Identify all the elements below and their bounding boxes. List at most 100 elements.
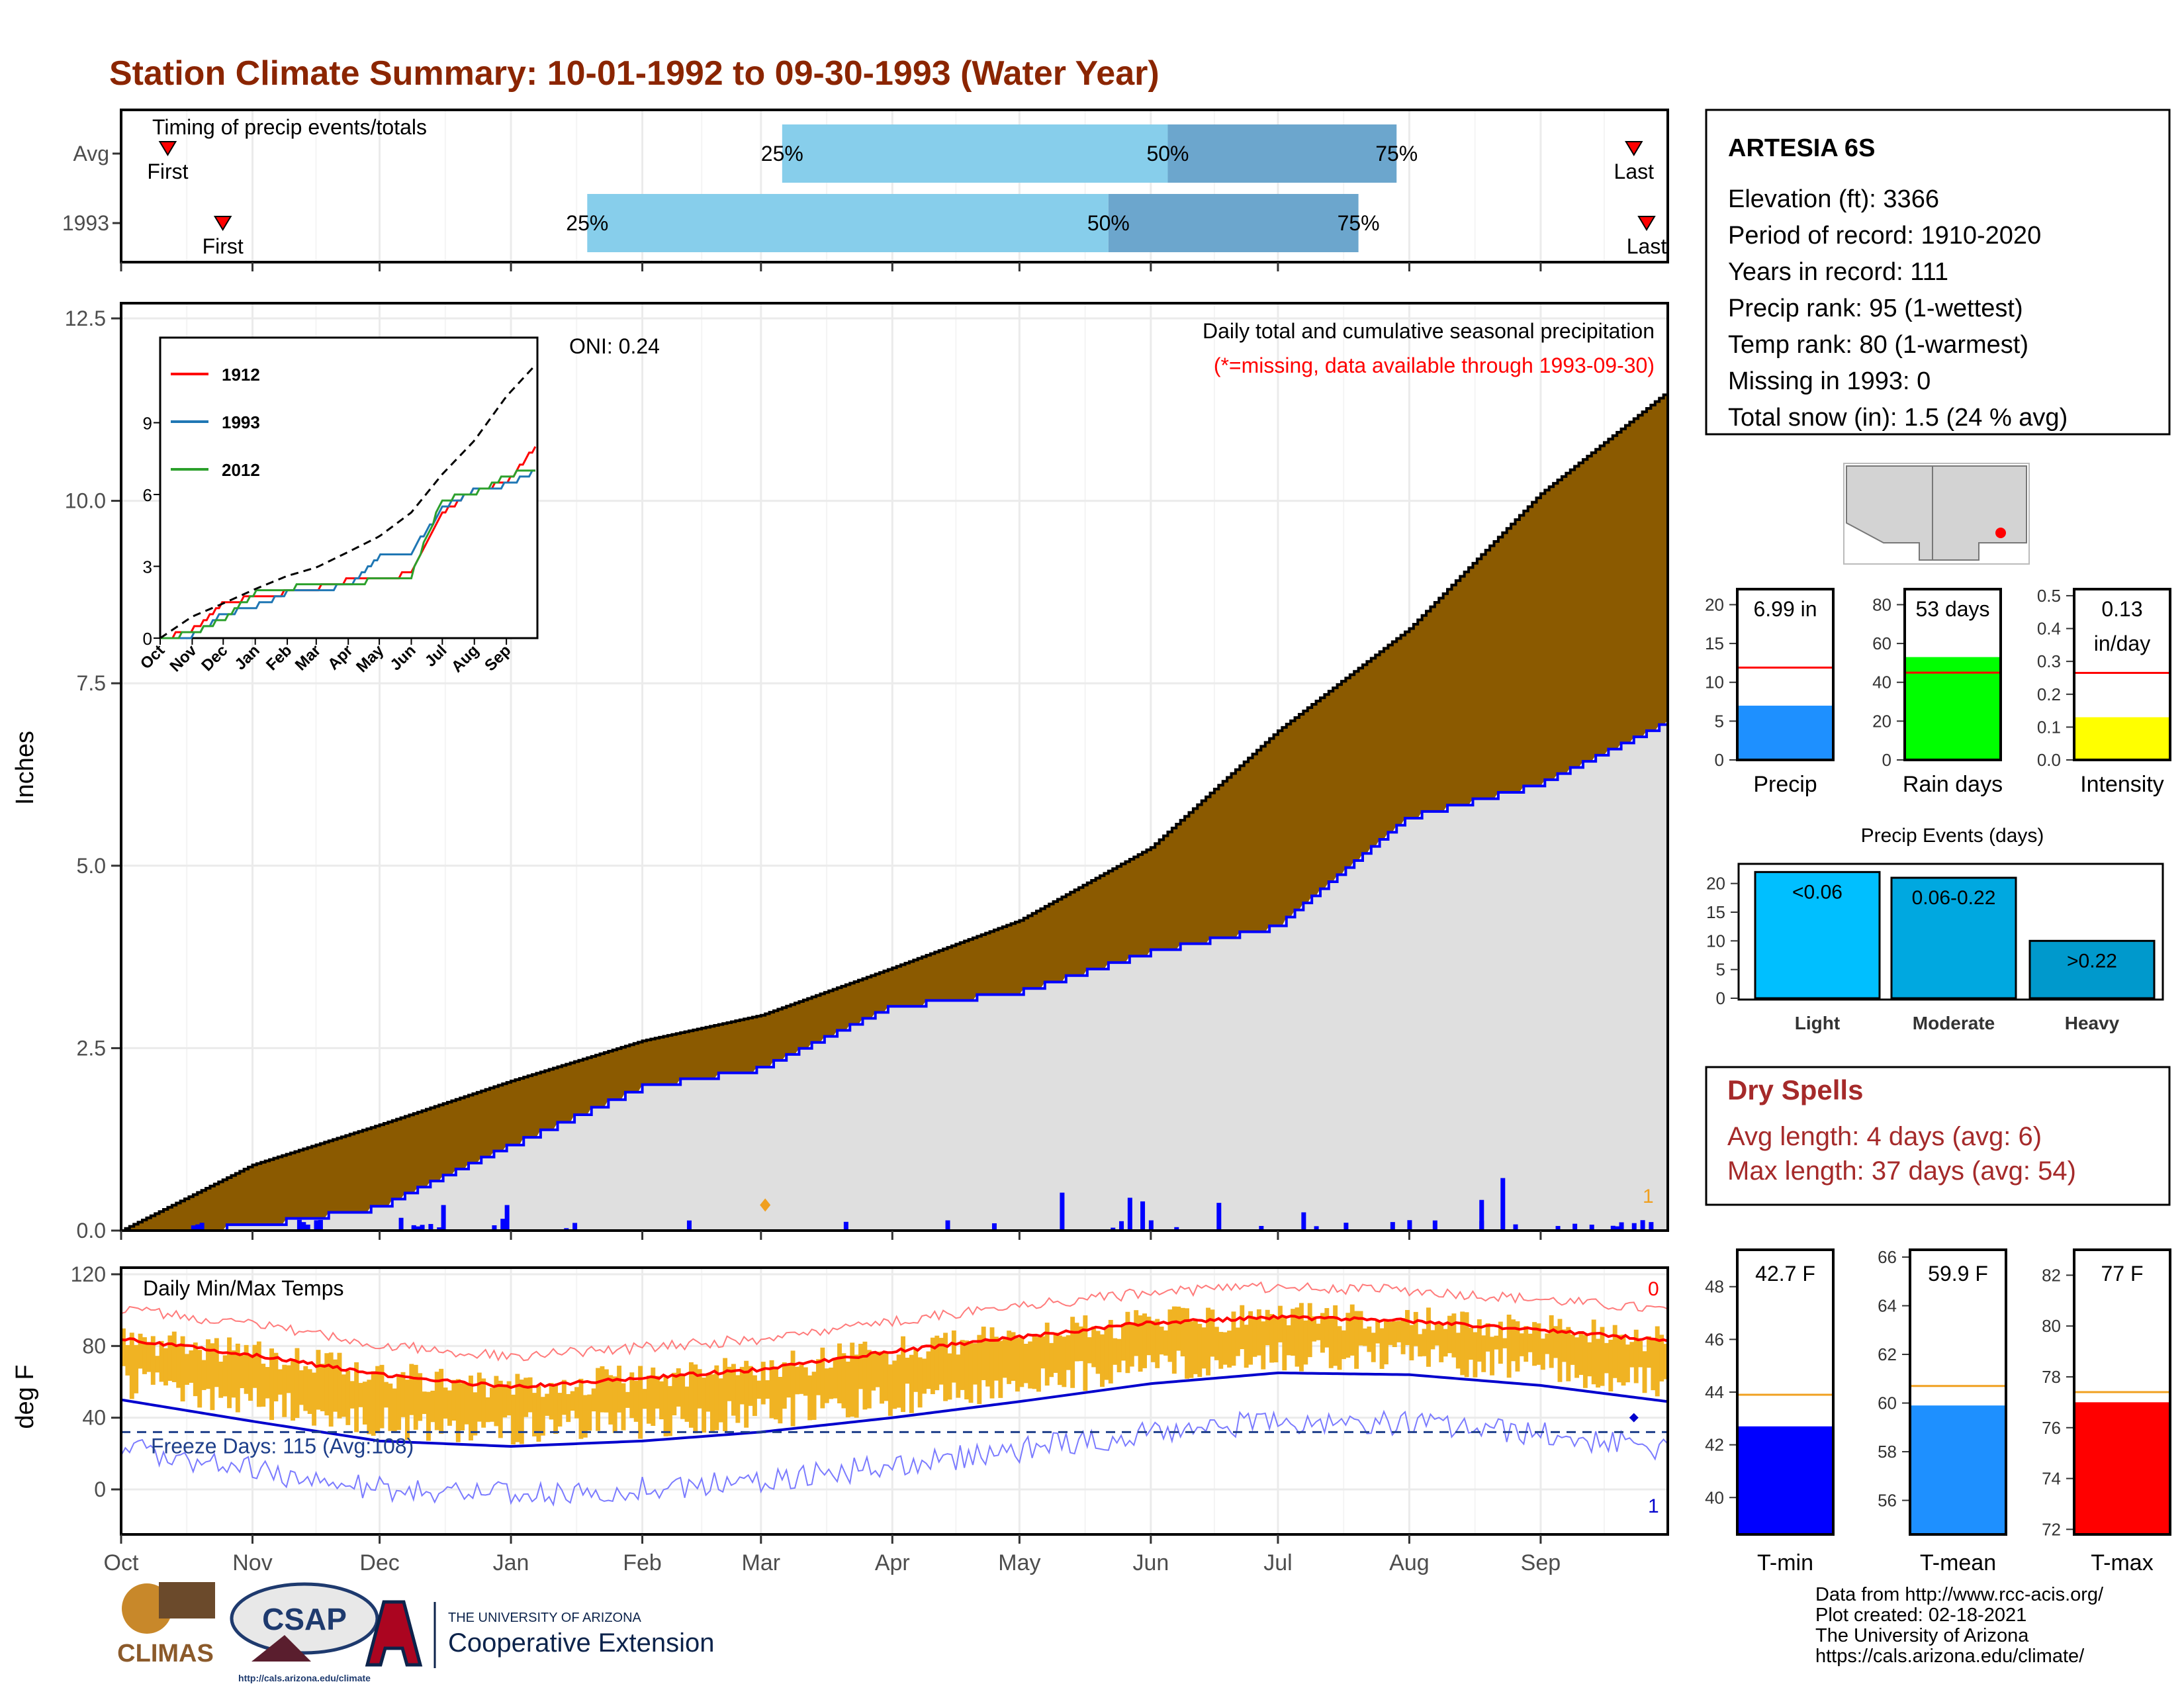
daily-temp-bar	[549, 1383, 554, 1420]
daily-temp-bar	[286, 1365, 291, 1393]
mini-y-tick: 40	[1872, 673, 1891, 692]
daily-temp-bar	[451, 1380, 457, 1421]
y-tick-label: 120	[71, 1262, 106, 1286]
precip-summary-bars: 0 5 10 15 20 6.99 in Precip 0 20 40 60 80 53 days Rai…	[1705, 586, 2171, 797]
daily-precip-bar	[1314, 1226, 1319, 1231]
daily-precip-bar	[195, 1224, 201, 1231]
daily-precip-bar	[1479, 1199, 1484, 1231]
daily-temp-bar	[905, 1358, 910, 1384]
daily-temp-bar	[439, 1368, 444, 1434]
precip-frame	[120, 302, 1669, 1232]
temp-panel-title: Daily Min/Max Temps	[143, 1276, 343, 1300]
daily-temp-bar	[570, 1391, 575, 1411]
daily-temp-bar	[723, 1358, 728, 1432]
mini-y-tick: 0.4	[2037, 619, 2061, 639]
daily-temp-bar	[1392, 1321, 1397, 1348]
daily-temp-bar	[1358, 1311, 1363, 1346]
daily-temp-bar	[1345, 1313, 1351, 1358]
y-tick-label: 0	[94, 1477, 106, 1501]
min-marker	[1629, 1413, 1639, 1423]
daily-temp-bar	[837, 1343, 842, 1403]
daily-temp-bar	[769, 1360, 774, 1419]
daily-temp-bar	[298, 1370, 304, 1405]
last-label: Last	[1614, 160, 1655, 183]
freeze-days: Freeze Days: 115 (Avg:108)	[151, 1434, 414, 1458]
daily-temp-bar	[884, 1352, 889, 1401]
daily-temp-bar	[1193, 1320, 1198, 1374]
daily-temp-bar	[688, 1362, 694, 1428]
daily-temp-bar	[1447, 1315, 1452, 1354]
daily-temp-bar	[1477, 1319, 1482, 1362]
daily-temp-bar	[1244, 1325, 1249, 1368]
daily-temp-bar	[731, 1364, 736, 1416]
daily-temp-bar	[464, 1382, 469, 1425]
daily-temp-bar	[1218, 1332, 1224, 1369]
daily-temp-bar	[240, 1355, 245, 1389]
daily-precip-bar	[492, 1225, 497, 1231]
daily-temp-bar	[1320, 1313, 1325, 1353]
daily-temp-bar	[672, 1372, 677, 1416]
daily-temp-bar	[1354, 1311, 1359, 1369]
daily-temp-bar	[379, 1364, 385, 1429]
daily-temp-bar	[752, 1375, 757, 1417]
daily-temp-bar	[774, 1366, 778, 1420]
year-cumulative-line	[121, 720, 1669, 1232]
daily-temp-bar	[1460, 1311, 1465, 1376]
daily-temp-bar	[1324, 1308, 1330, 1348]
temp-value-label: 42.7 F	[1755, 1262, 1815, 1286]
events-title: Precip Events (days)	[1861, 825, 2044, 847]
daily-temp-bar	[1176, 1306, 1181, 1351]
footer-line: The University of Arizona	[1815, 1625, 2029, 1646]
daily-temp-bar	[1269, 1314, 1275, 1363]
daily-temp-bar	[1159, 1327, 1164, 1355]
event-bar	[1890, 876, 2017, 1000]
daily-temp-bar	[922, 1358, 927, 1394]
daily-temp-bar	[1617, 1335, 1622, 1383]
daily-precip-bar	[1500, 1178, 1506, 1231]
daily-temp-bar	[490, 1387, 494, 1422]
daily-temp-bar	[167, 1335, 173, 1382]
daily-temp-bar	[316, 1350, 321, 1410]
daily-temp-bar	[193, 1342, 198, 1397]
daily-temp-bar	[498, 1380, 503, 1438]
daily-temp-bar	[1155, 1319, 1160, 1368]
daily-temp-bar	[320, 1364, 325, 1411]
daily-precip-bar	[1148, 1220, 1154, 1231]
daily-temp-bar	[998, 1340, 1003, 1398]
mini-y-tick: 0.1	[2037, 717, 2061, 737]
timing-title: Timing of precip events/totals	[152, 115, 427, 139]
daily-temp-bar	[667, 1385, 672, 1436]
daily-temp-bar	[1291, 1309, 1296, 1356]
events-y-tick: 15	[1706, 902, 1725, 922]
daily-temp-bar	[557, 1393, 563, 1427]
timing-bar-25-50	[782, 124, 1168, 183]
daily-temp-bar	[222, 1355, 228, 1397]
daily-temp-bar	[693, 1364, 698, 1434]
daily-temp-bar	[1596, 1338, 1601, 1388]
daily-temp-bar	[845, 1361, 850, 1418]
daily-temp-bar	[956, 1354, 961, 1398]
mini-y-tick: 0.0	[2037, 750, 2061, 770]
daily-temp-bar	[1363, 1328, 1367, 1346]
daily-temp-bar	[261, 1364, 266, 1407]
x-tick-label: Aug	[1389, 1550, 1430, 1575]
x-tick-label: Mar	[742, 1550, 781, 1575]
daily-precip-bar	[437, 1227, 442, 1231]
daily-temp-bar	[375, 1366, 381, 1433]
daily-temp-bar	[1651, 1338, 1656, 1391]
precip-events-chart: Precip Events (days) 0 5 10 15 20 <0.06 Light 0.…	[1706, 825, 2164, 1033]
timing-bar-25-50	[587, 194, 1109, 252]
temp-bar-frame	[2073, 1248, 2171, 1536]
ua-logo	[365, 1600, 423, 1667]
daily-temp-bar	[1058, 1335, 1062, 1385]
daily-temp-bar	[1612, 1325, 1617, 1378]
avg-min-line	[120, 1371, 1668, 1448]
daily-precip-bar	[1111, 1227, 1116, 1231]
daily-temp-bar	[993, 1336, 999, 1381]
precip-panel-title: Daily total and cumulative seasonal prec…	[1203, 319, 1655, 343]
daily-temp-bar	[676, 1368, 681, 1407]
daily-temp-bar	[926, 1351, 931, 1389]
daily-temp-bar	[477, 1372, 482, 1422]
daily-temp-bar	[1256, 1309, 1261, 1356]
daily-temp-bar	[1163, 1330, 1168, 1356]
